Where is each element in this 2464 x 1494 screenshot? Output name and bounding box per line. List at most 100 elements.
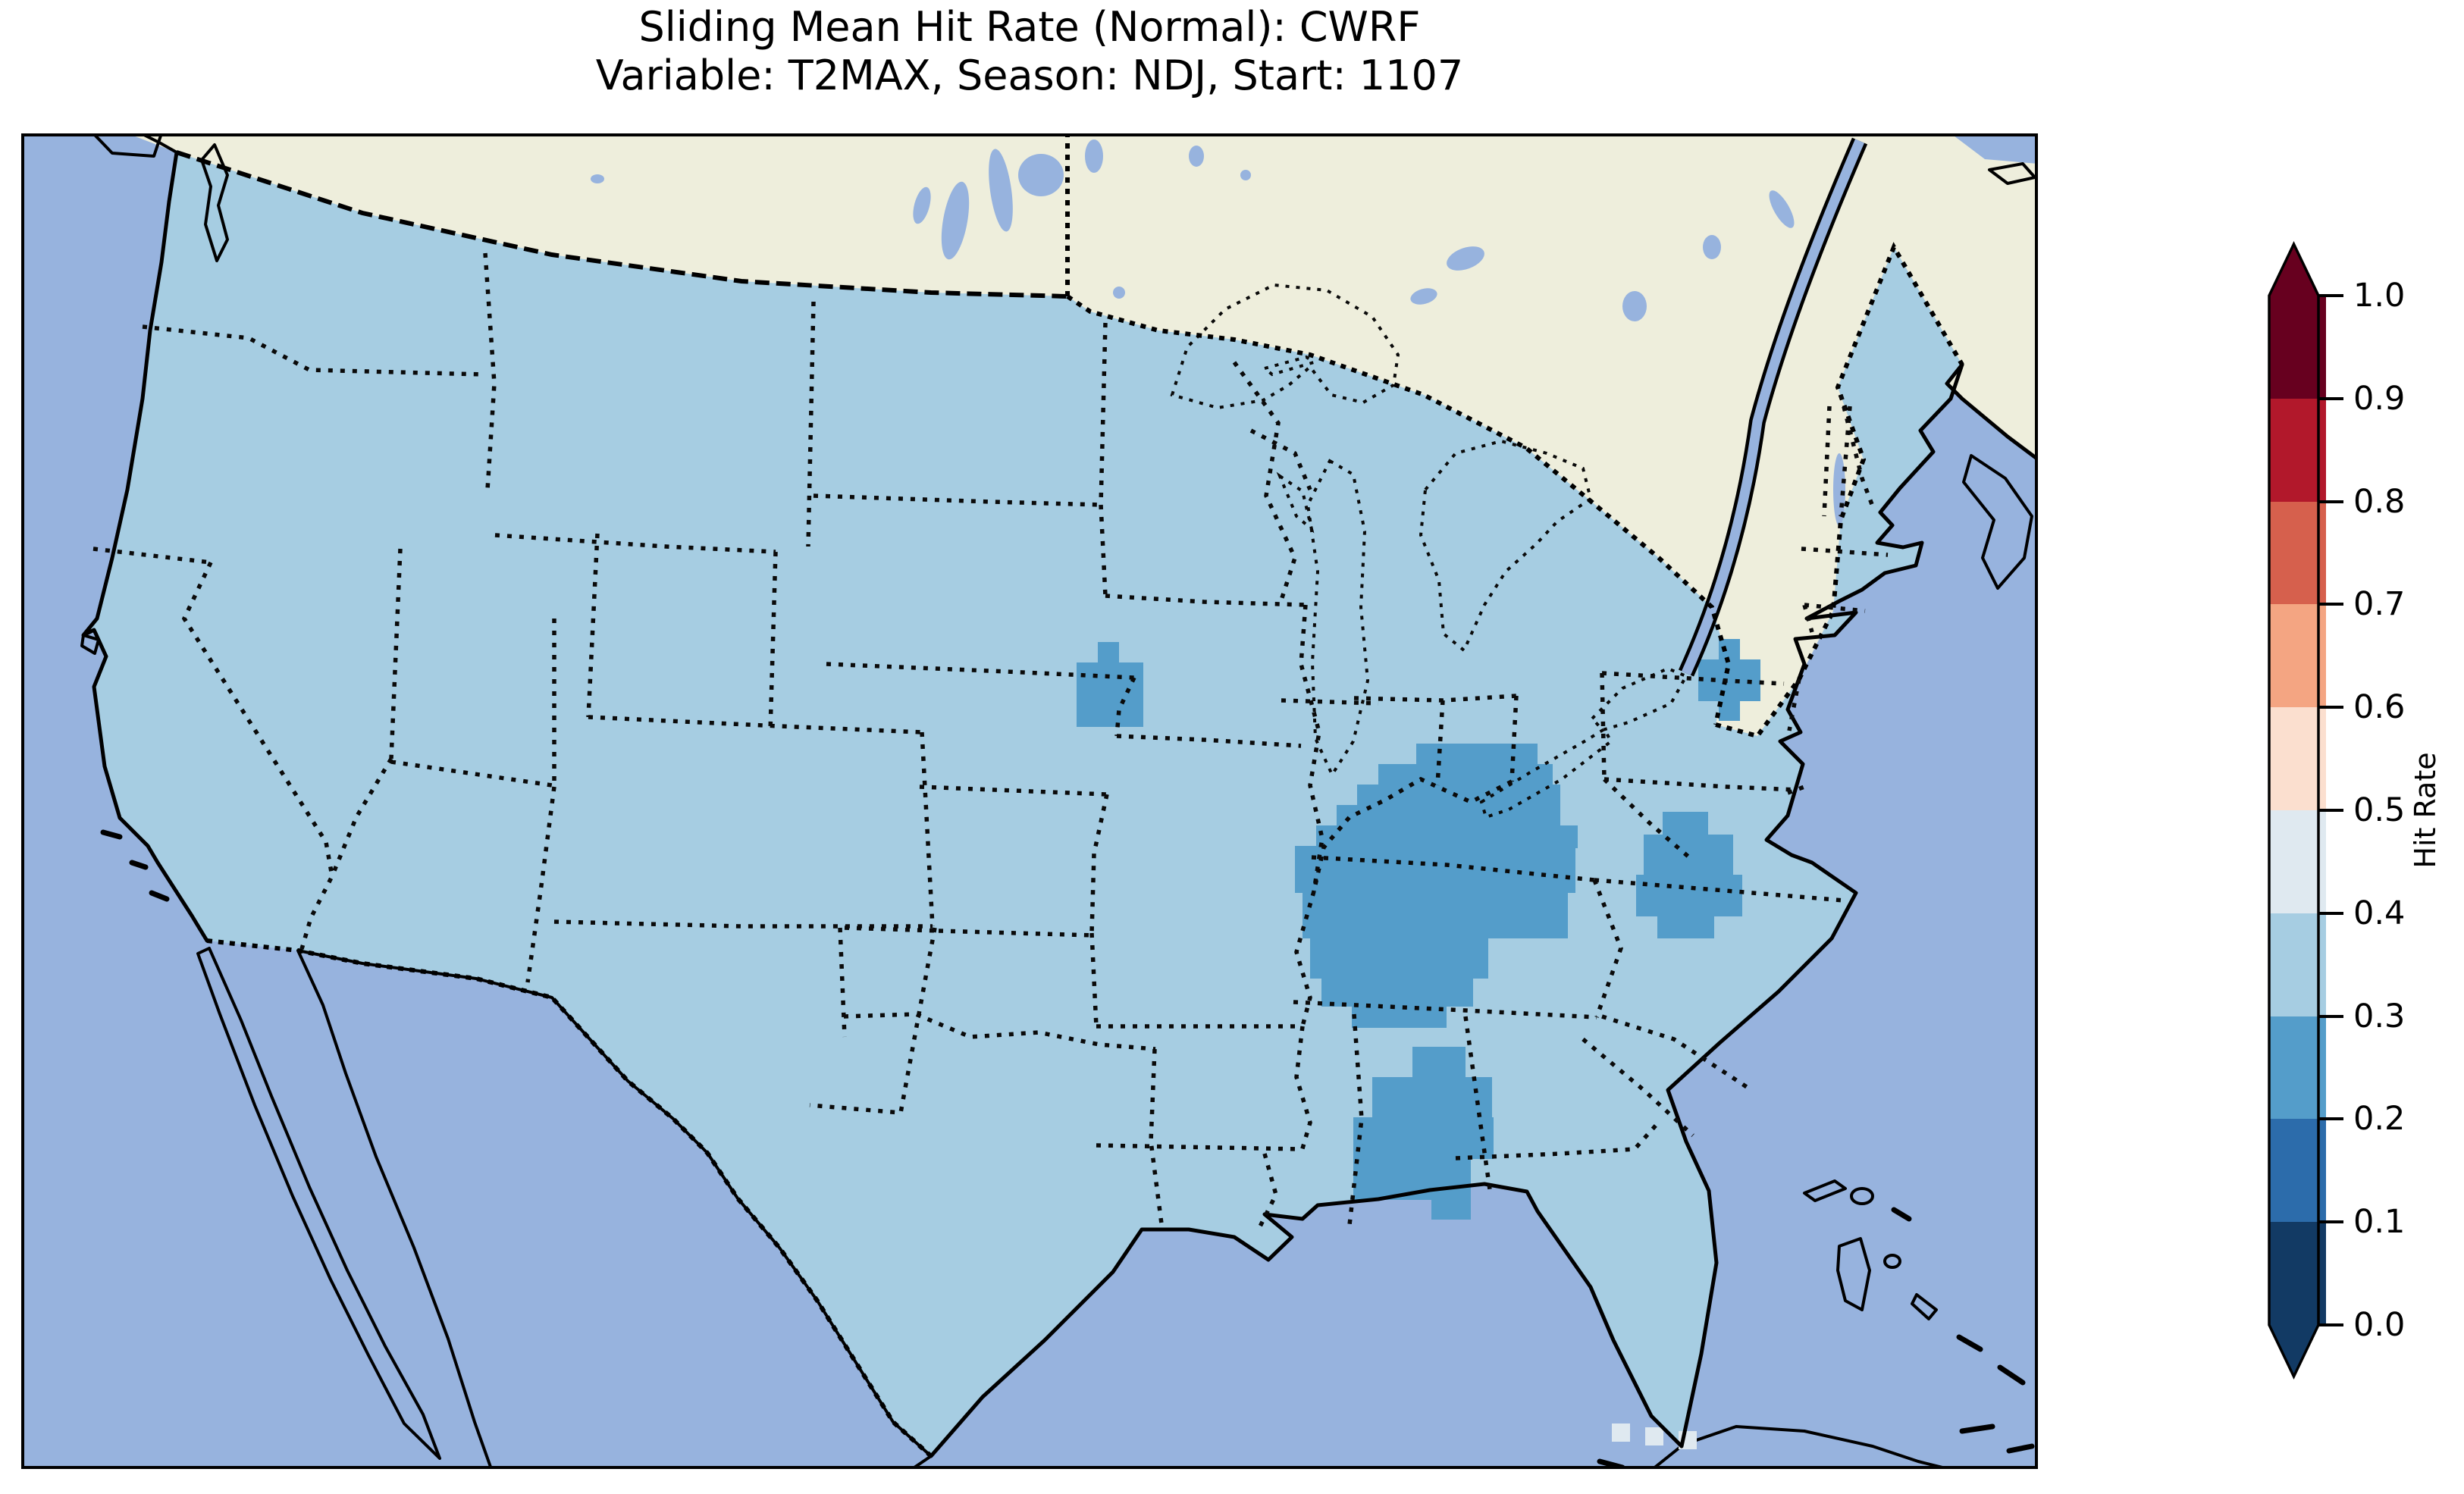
lake: [1240, 170, 1251, 180]
grid-cell-low: [1352, 1005, 1447, 1028]
lake: [913, 186, 931, 224]
grid-cell-mid: [1612, 1424, 1630, 1442]
grid-cell-low: [1077, 662, 1143, 727]
atlantic-gulf-coastline: [929, 362, 1964, 1458]
bahama-island: [1803, 1179, 1847, 1202]
figure-title: Sliding Mean Hit Rate (Normal): CWRF Var…: [21, 3, 2038, 99]
colorbar-segment-0.8-0.9: [2269, 399, 2326, 502]
lake: [1113, 287, 1125, 299]
title-line-2: Variable: T2MAX, Season: NDJ, Start: 110…: [595, 51, 1464, 99]
island-dash: [1997, 1364, 2026, 1386]
bahama-island: [1911, 1293, 1938, 1320]
us-canada-border-east: [1065, 133, 1964, 739]
low-hit-rate-patches: [1077, 639, 1760, 1220]
colorbar-segment-0.6-0.7: [2269, 604, 2326, 707]
state-borders: [92, 252, 1889, 1231]
lake-michigan: [1306, 459, 1370, 778]
mexico-landmass: [296, 949, 933, 1469]
colorbar-ticks: [2318, 294, 2343, 1326]
tick-label: 0.3: [2353, 998, 2405, 1035]
island-dash: [2006, 1443, 2035, 1454]
grid-cell-low: [1416, 744, 1538, 766]
colorbar-segment-0.9-1.0: [2269, 296, 2326, 399]
island-dash: [100, 829, 123, 840]
baja-california: [196, 947, 441, 1460]
bahama-island: [1883, 1254, 1901, 1269]
colorbar-axis-label: Hit Rate: [2409, 752, 2442, 868]
colorbar-under-arrow: [2269, 1325, 2318, 1377]
grid-cell-low: [1353, 1117, 1494, 1159]
grid-cell-low: [1295, 846, 1575, 893]
tick-label: 0.1: [2353, 1203, 2405, 1241]
grid-cell-low: [1431, 1198, 1471, 1220]
mid-hit-rate-cells: [1612, 1424, 1697, 1449]
grid-cell-low: [1098, 642, 1119, 663]
title-line-1: Sliding Mean Hit Rate (Normal): CWRF: [638, 3, 1421, 51]
tick-label: 0.2: [2353, 1100, 2405, 1138]
lake: [1085, 139, 1103, 173]
grid-cell-low: [1412, 1047, 1466, 1079]
lake: [941, 181, 970, 260]
grid-cell-low: [1316, 825, 1578, 848]
colorbar-segment-0.2-0.3: [2269, 1016, 2326, 1119]
san-francisco-bay: [80, 634, 100, 655]
tick-label: 0.4: [2353, 894, 2405, 932]
vancouver-island: [92, 133, 163, 158]
grid-cell-low: [1337, 805, 1560, 828]
lake: [1703, 235, 1721, 259]
gulf-of-st-lawrence: [1951, 133, 2038, 164]
canada-landmass: [21, 133, 2038, 736]
lake-superior: [1170, 283, 1400, 410]
grid-cell-mid: [1645, 1427, 1663, 1445]
grid-cell-low: [1657, 914, 1714, 938]
colorbar-segment-0.5-0.6: [2269, 707, 2326, 810]
colorbar-segment-0.7-0.8: [2269, 502, 2326, 604]
canadian-lakes: [591, 139, 1795, 321]
colorbar-segment-0.1-0.2: [2269, 1119, 2326, 1222]
map-plot-area: [21, 133, 2038, 1469]
bahamas: [1803, 1179, 1938, 1320]
tick-label: 0.9: [2353, 380, 2405, 418]
lake-ontario: [1590, 666, 1688, 732]
island-dash: [149, 890, 170, 902]
canada-atlantic-coastline: [1945, 362, 2038, 462]
puget-sound: [200, 143, 229, 262]
small-antilles-islands: [1891, 1207, 2035, 1454]
grid-cell-low: [1378, 764, 1553, 787]
plot-frame: [21, 133, 2038, 1469]
colorbar-segment-0.0-0.1: [2269, 1222, 2326, 1325]
island-dash: [1891, 1207, 1912, 1222]
bahama-island: [1850, 1187, 1874, 1205]
island-dash: [129, 860, 149, 870]
colorbar-tick-labels: 1.0 0.9 0.8 0.7 0.6 0.5 0.4 0.3 0.2 0.1 …: [2353, 277, 2405, 1344]
tick-label: 0.7: [2353, 585, 2405, 623]
grid-cell-low: [1636, 875, 1742, 916]
island-dash: [1959, 1424, 1995, 1434]
lake-of-the-woods: [1018, 154, 1064, 196]
island-dash: [1956, 1334, 1983, 1352]
colorbar-segment-0.3-0.4: [2269, 913, 2326, 1016]
lake: [1622, 291, 1647, 321]
lake-champlain: [1833, 453, 1845, 526]
green-bay: [1276, 471, 1315, 534]
tick-label: 0.5: [2353, 791, 2405, 829]
grid-cell-low: [1303, 891, 1568, 938]
lake: [591, 174, 604, 183]
grid-cell-low: [1321, 976, 1473, 1007]
channel-islands: [100, 829, 170, 902]
lake: [1410, 288, 1437, 305]
colorbar-segment-0.4-0.5: [2269, 810, 2326, 913]
andros-island: [1836, 1237, 1871, 1311]
us-canada-border-49th: [176, 150, 1068, 299]
colorbar: 1.0 0.9 0.8 0.7 0.6 0.5 0.4 0.3 0.2 0.1 …: [2268, 240, 2442, 1380]
grid-cell-low: [1663, 812, 1708, 836]
st-lawrence-river: [1682, 139, 1864, 675]
tick-label: 1.0: [2353, 277, 2405, 315]
tick-label: 0.8: [2353, 483, 2405, 521]
grid-cell-low: [1310, 937, 1488, 979]
lake: [989, 149, 1013, 232]
tick-label: 0.0: [2353, 1306, 2405, 1344]
grid-cell-low: [1372, 1077, 1492, 1119]
nova-scotia: [1962, 454, 2033, 590]
